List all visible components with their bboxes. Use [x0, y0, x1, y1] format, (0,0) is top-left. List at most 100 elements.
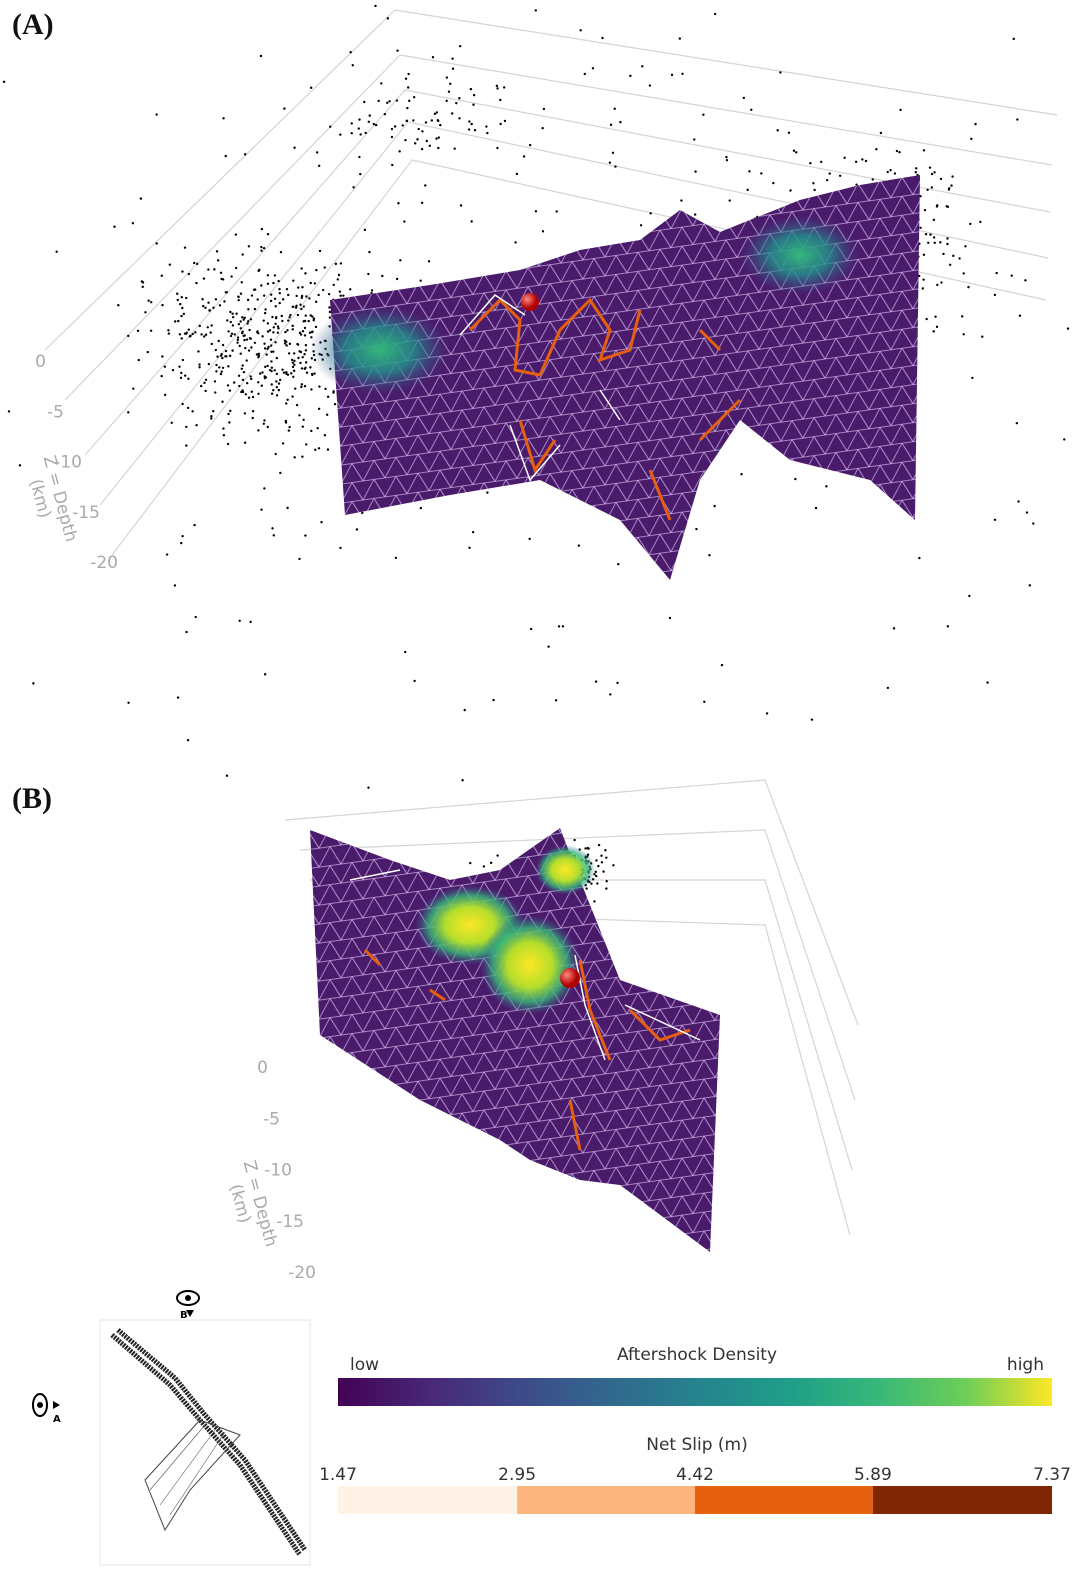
aftershock-dot [245, 393, 247, 395]
aftershock-dot [238, 345, 240, 347]
aftershock-dot [211, 343, 213, 345]
aftershock-dot [164, 394, 166, 396]
aftershock-dot [264, 375, 266, 377]
aftershock-dot [150, 301, 152, 303]
aftershock-dot [209, 331, 211, 333]
aftershock-dot [303, 320, 305, 322]
aftershock-dot [225, 355, 227, 357]
aftershock-dot [164, 365, 166, 367]
aftershock-dot [188, 273, 190, 275]
aftershock-dot [605, 856, 607, 858]
aftershock-dot [439, 124, 441, 126]
aftershock-dot [138, 359, 140, 361]
aftershock-dot [889, 169, 891, 171]
aftershock-dot [250, 318, 252, 320]
aftershock-dot [470, 88, 472, 90]
aftershock-dot [244, 153, 246, 155]
aftershock-dot [926, 189, 928, 191]
aftershock-dot [1026, 511, 1028, 513]
aftershock-dot [776, 129, 778, 131]
aftershock-dot [222, 367, 224, 369]
aftershock-dot [300, 386, 302, 388]
aftershock-dot [418, 128, 420, 130]
aftershock-dot [604, 849, 606, 851]
aftershock-dot [147, 351, 149, 353]
aftershock-dot [302, 330, 304, 332]
aftershock-dot [339, 295, 341, 297]
aftershock-dot [358, 156, 360, 158]
aftershock-dot [252, 396, 254, 398]
aftershock-dot [275, 305, 277, 307]
aftershock-dot [933, 219, 935, 221]
aftershock-dot [729, 199, 731, 201]
aftershock-dot [485, 125, 487, 127]
aftershock-dot [304, 534, 306, 536]
aftershock-dot [242, 379, 244, 381]
aftershock-dot [166, 553, 168, 555]
aftershock-dot [227, 330, 229, 332]
aftershock-dot [220, 355, 222, 357]
aftershock-dot [249, 375, 251, 377]
aftershock-dot [298, 558, 300, 560]
aftershock-dot [437, 120, 439, 122]
view-icon: B [177, 1291, 199, 1321]
aftershock-dot [931, 186, 933, 188]
aftershock-dot [579, 29, 581, 31]
aftershock-dot [231, 333, 233, 335]
aftershock-dot [276, 357, 278, 359]
aftershock-dot [300, 267, 302, 269]
aftershock-dot [288, 352, 290, 354]
aftershock-dot [391, 164, 393, 166]
z-tick-label: 0 [35, 352, 46, 372]
aftershock-dot [207, 302, 209, 304]
aftershock-dot [182, 359, 184, 361]
aftershock-dot [750, 109, 752, 111]
aftershock-dot [970, 138, 972, 140]
aftershock-dot [377, 100, 379, 102]
aftershock-dot [270, 338, 272, 340]
aftershock-dot [283, 371, 285, 373]
aftershock-dot [247, 320, 249, 322]
aftershock-dot [413, 96, 415, 98]
aftershock-dot [181, 270, 183, 272]
aftershock-dot [365, 132, 367, 134]
aftershock-dot [285, 421, 287, 423]
aftershock-dot [274, 298, 276, 300]
aftershock-dot [693, 138, 695, 140]
aftershock-dot [318, 385, 320, 387]
aftershock-dot [264, 347, 266, 349]
aftershock-dot [303, 305, 305, 307]
aftershock-dot [936, 204, 938, 206]
aftershock-dot [367, 273, 369, 275]
aftershock-dot [263, 294, 265, 296]
aftershock-dot [328, 306, 330, 308]
aftershock-dot [270, 344, 272, 346]
colorbar-tick-label: 1.47 [319, 1465, 357, 1485]
aftershock-dot [274, 341, 276, 343]
aftershock-dot [407, 86, 409, 88]
aftershock-dot [169, 264, 171, 266]
aftershock-dot [375, 124, 377, 126]
aftershock-dot [435, 137, 437, 139]
aftershock-dot [795, 151, 797, 153]
aftershock-dot [419, 279, 421, 281]
aftershock-dot [311, 374, 313, 376]
aftershock-dot [292, 366, 294, 368]
aftershock-dot [486, 491, 488, 493]
colorbar-tick-label: 7.37 [1033, 1465, 1071, 1485]
aftershock-dot [250, 338, 252, 340]
aftershock-dot [329, 125, 331, 127]
aftershock-dot [229, 311, 231, 313]
aftershock-dot [369, 114, 371, 116]
aftershock-dot [766, 712, 768, 714]
aftershock-dot [275, 453, 277, 455]
aftershock-dot [253, 289, 255, 291]
aftershock-dot [339, 547, 341, 549]
aftershock-dot [406, 120, 408, 122]
aftershock-dot [486, 132, 488, 134]
aftershock-dot [303, 353, 305, 355]
aftershock-dot [293, 364, 295, 366]
aftershock-dot [227, 384, 229, 386]
aftershock-dot [301, 456, 303, 458]
aftershock-dot [811, 718, 813, 720]
